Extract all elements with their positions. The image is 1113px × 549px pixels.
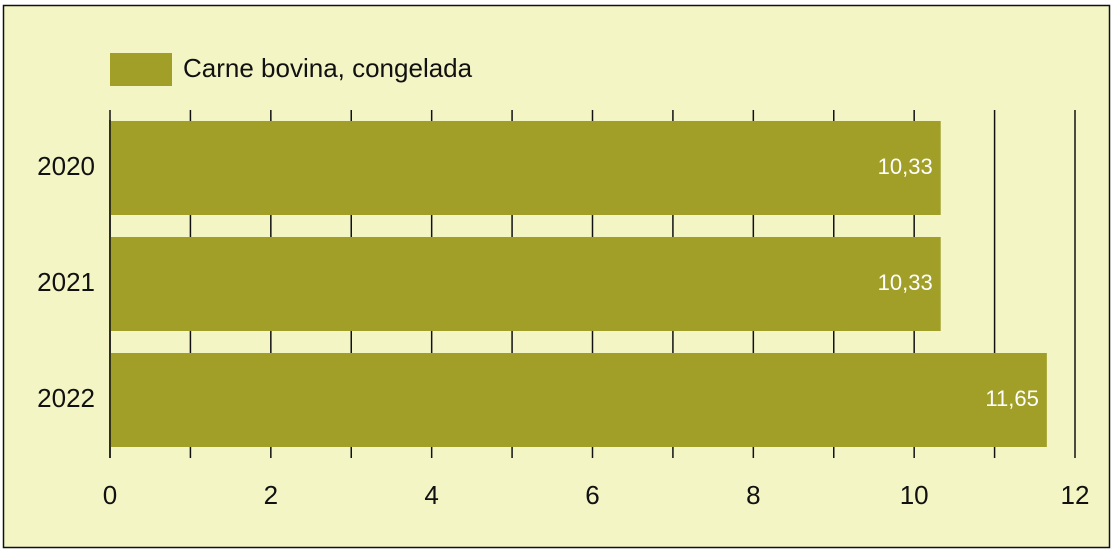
legend-swatch [110, 53, 172, 86]
x-tick-label: 12 [1061, 480, 1090, 510]
data-label: 10,33 [878, 270, 933, 295]
x-tick-label: 8 [746, 480, 760, 510]
x-tick-label: 2 [264, 480, 278, 510]
y-tick-label: 2020 [37, 151, 95, 181]
y-tick-label: 2021 [37, 267, 95, 297]
data-label: 10,33 [878, 154, 933, 179]
x-tick-label: 4 [424, 480, 438, 510]
x-tick-label: 6 [585, 480, 599, 510]
x-tick-label: 0 [103, 480, 117, 510]
bar [110, 353, 1047, 447]
bar [110, 237, 941, 331]
bar [110, 121, 941, 215]
legend-label: Carne bovina, congelada [183, 53, 473, 83]
data-label: 11,65 [985, 386, 1038, 411]
x-tick-label: 10 [900, 480, 929, 510]
y-tick-label: 2022 [37, 383, 95, 413]
